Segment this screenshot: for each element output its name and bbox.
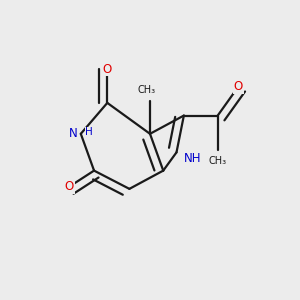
Text: O: O [103, 62, 112, 76]
Text: N: N [69, 127, 78, 140]
Text: CH₃: CH₃ [138, 85, 156, 94]
Text: O: O [64, 180, 74, 193]
Text: H: H [85, 127, 93, 137]
Text: CH₃: CH₃ [209, 156, 227, 166]
Text: NH: NH [184, 152, 201, 165]
Text: O: O [234, 80, 243, 93]
